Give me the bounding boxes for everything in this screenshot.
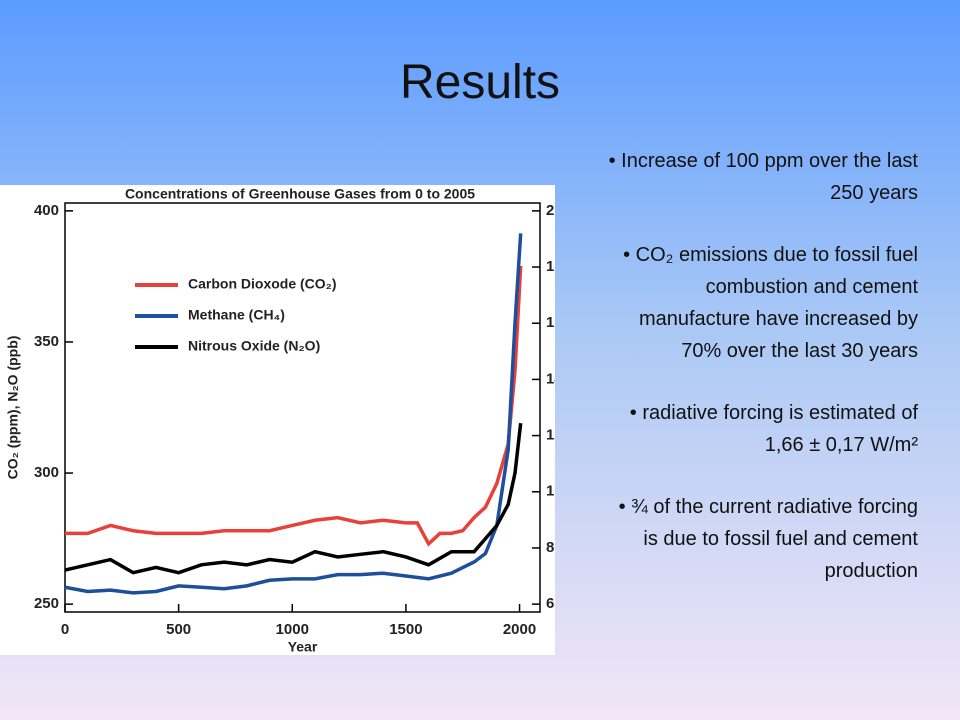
x-tick-label: 0 <box>61 621 69 638</box>
series-line <box>65 265 523 547</box>
y2-tick-label: 1200 <box>546 427 555 444</box>
slide-title: Results <box>399 56 561 109</box>
legend-label: Methane (CH₄) <box>188 307 285 323</box>
x-tick-label: 2000 <box>503 621 536 638</box>
y2-tick-label: 1600 <box>546 314 555 331</box>
series-line <box>64 423 523 575</box>
y-tick-label: 250 <box>34 595 59 612</box>
x-tick-label: 500 <box>166 621 191 638</box>
x-axis-label: Year <box>288 639 318 655</box>
y2-tick-label: 1800 <box>546 258 555 275</box>
y-tick-label: 350 <box>34 333 59 350</box>
bullet: Increase of 100 ppm over the last 250 ye… <box>600 145 918 209</box>
bullet: ¾ of the current radiative forcing is du… <box>600 491 918 587</box>
plot-frame <box>64 202 541 613</box>
chart-title: Concentrations of Greenhouse Gases from … <box>125 186 475 202</box>
y2-tick-label: 2000 <box>546 202 555 219</box>
chart: Concentrations of Greenhouse Gases from … <box>0 185 555 655</box>
x-tick-label: 1500 <box>389 621 422 638</box>
y-axis-label: CO₂ (ppm), N₂O (ppb) <box>5 336 21 480</box>
y2-tick-label: 600 <box>546 595 555 612</box>
bullet-list: Increase of 100 ppm over the last 250 ye… <box>600 145 918 617</box>
y2-tick-label: 800 <box>546 539 555 556</box>
legend-label: Carbon Dioxode (CO₂) <box>188 276 337 292</box>
bullet: radiative forcing is estimated of 1,66 ±… <box>600 397 918 461</box>
bullet: CO₂ emissions due to fossil fuel combust… <box>600 239 918 367</box>
chart-background <box>0 185 555 655</box>
series-line <box>64 233 523 595</box>
y2-tick-label: 1000 <box>546 483 555 500</box>
y2-tick-label: 1400 <box>546 370 555 387</box>
legend-label: Nitrous Oxide (N₂O) <box>188 338 320 354</box>
y-tick-label: 300 <box>34 464 59 481</box>
y-tick-label: 400 <box>34 202 59 219</box>
x-tick-label: 1000 <box>276 621 309 638</box>
